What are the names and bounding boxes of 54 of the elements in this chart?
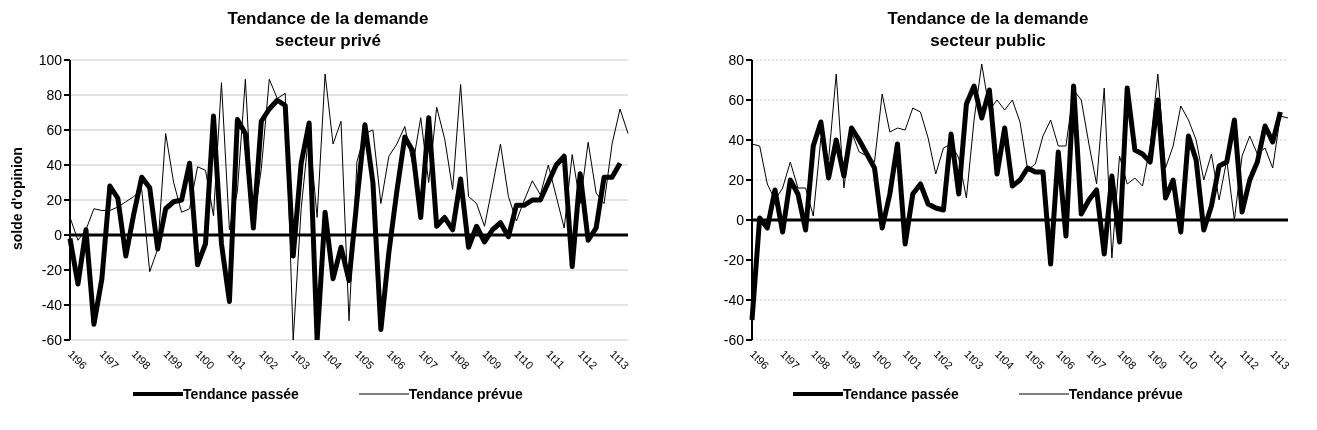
x-tick-label: 1t04 [992, 347, 1017, 372]
y-tick-label: 40 [46, 156, 63, 173]
x-tick-label: 1t07 [416, 347, 441, 372]
x-tick-label: 1t08 [1115, 347, 1139, 372]
x-tick-label: 1t97 [778, 347, 803, 372]
x-tick-label: 1t00 [193, 347, 217, 372]
x-tick-label: 1t98 [129, 347, 154, 372]
y-tick-label: 80 [46, 86, 63, 103]
y-tick-label: 100 [38, 51, 63, 68]
y-tick-label: 20 [46, 191, 63, 208]
y-tick-label: 40 [728, 131, 745, 148]
y-axis-title: solde d'opinion [8, 147, 25, 250]
x-tick-label: 1t97 [97, 347, 122, 372]
y-tick-label: 20 [728, 171, 745, 188]
x-tick-label: 1t05 [352, 347, 377, 372]
y-tick-label: 0 [54, 226, 63, 243]
x-tick-label: 1t05 [1023, 347, 1048, 372]
x-tick-label: 1t13 [607, 347, 632, 372]
x-tick-label: 1t96 [747, 347, 772, 372]
x-tick-label: 1t09 [1145, 347, 1170, 372]
y-tick-label: -60 [723, 331, 745, 348]
y-tick-label: -60 [41, 331, 63, 348]
y-tick-label: -20 [723, 251, 745, 268]
y-tick-label: -20 [41, 261, 63, 278]
x-tick-label: 1t99 [161, 347, 186, 372]
x-tick-label: 1t09 [480, 347, 504, 372]
x-tick-label: 1t13 [1268, 347, 1293, 372]
x-tick-label: 1t98 [809, 347, 833, 372]
y-tick-label: -40 [41, 296, 63, 313]
x-tick-label: 1t10 [1176, 347, 1201, 372]
y-tick-label: 80 [728, 51, 745, 68]
x-tick-label: 1t06 [1054, 347, 1078, 372]
x-tick-label: 1t99 [839, 347, 864, 372]
x-tick-label: 1t06 [384, 347, 409, 372]
legend-label: Tendance prévue [1068, 386, 1183, 402]
x-tick-label: 1t03 [962, 347, 986, 372]
y-tick-label: 60 [728, 91, 745, 108]
y-tick-label: 60 [46, 121, 63, 138]
legend-label: Tendance prévue [408, 386, 523, 402]
chart-title: Tendance de la demande secteur privé [226, 8, 430, 52]
x-tick-label: 1t00 [870, 347, 894, 372]
y-tick-label: 0 [736, 211, 745, 228]
x-tick-label: 1t03 [288, 347, 313, 372]
y-tick-label: -40 [723, 291, 745, 308]
x-tick-label: 1t11 [544, 347, 568, 371]
legend-label: Tendance passée [183, 386, 299, 402]
chart-title: Tendance de la demande secteur public [886, 8, 1090, 52]
x-tick-label: 1t11 [1207, 347, 1231, 371]
x-tick-label: 1t07 [1084, 347, 1109, 372]
x-tick-label: 1t96 [65, 347, 90, 372]
x-tick-label: 1t10 [512, 347, 536, 372]
x-tick-label: 1t08 [448, 347, 473, 372]
x-tick-label: 1t04 [320, 347, 345, 372]
legend-label: Tendance passée [843, 386, 959, 402]
